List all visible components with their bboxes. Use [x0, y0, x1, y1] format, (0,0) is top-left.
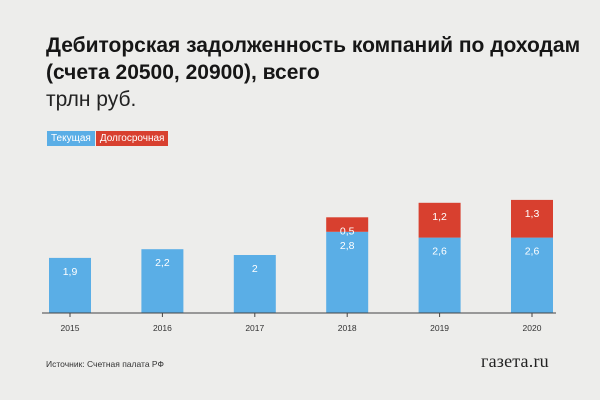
publisher-logo: газета.ru — [481, 351, 549, 371]
chart-title: Дебиторская задолженность компаний по до… — [46, 34, 581, 84]
legend-current: Текущая — [47, 131, 95, 146]
data-label-longterm-2020: 1,3 — [525, 208, 540, 220]
bar-current-2019 — [418, 237, 461, 313]
data-label-current-2020: 2,6 — [525, 246, 540, 258]
data-label-longterm-2019: 1,2 — [432, 211, 447, 223]
data-label-longterm-2018: 0,5 — [340, 225, 355, 237]
bar-current-2017 — [233, 255, 276, 313]
chart-subtitle: трлн руб. — [46, 88, 137, 111]
source-note: Источник: Счетная палата РФ — [46, 359, 164, 369]
legend: Текущая Долгосрочная — [47, 131, 169, 146]
x-tick-label-2015: 2015 — [61, 323, 80, 333]
title-block: Дебиторская задолженность компаний по до… — [46, 32, 586, 113]
bar-current-2020 — [511, 237, 553, 313]
data-label-current-2017: 2 — [252, 263, 258, 275]
legend-longterm: Долгосрочная — [95, 131, 169, 146]
x-tick-label-2019: 2019 — [430, 323, 449, 333]
data-label-current-2015: 1,9 — [63, 266, 78, 278]
bar-current-2016 — [141, 249, 184, 313]
x-tick-label-2016: 2016 — [153, 323, 172, 333]
x-tick-label-2017: 2017 — [245, 323, 264, 333]
bar-longterm-2018 — [326, 217, 369, 232]
x-tick-label-2018: 2018 — [338, 323, 357, 333]
data-label-current-2018: 2,8 — [340, 240, 355, 252]
bar-longterm-2020 — [511, 199, 553, 238]
bar-current-2018 — [326, 231, 369, 313]
bar-current-2015 — [49, 257, 91, 313]
x-tick-label-2020: 2020 — [523, 323, 542, 333]
data-label-current-2016: 2,2 — [155, 257, 170, 269]
bar-longterm-2019 — [418, 202, 461, 238]
data-label-current-2019: 2,6 — [432, 246, 447, 258]
